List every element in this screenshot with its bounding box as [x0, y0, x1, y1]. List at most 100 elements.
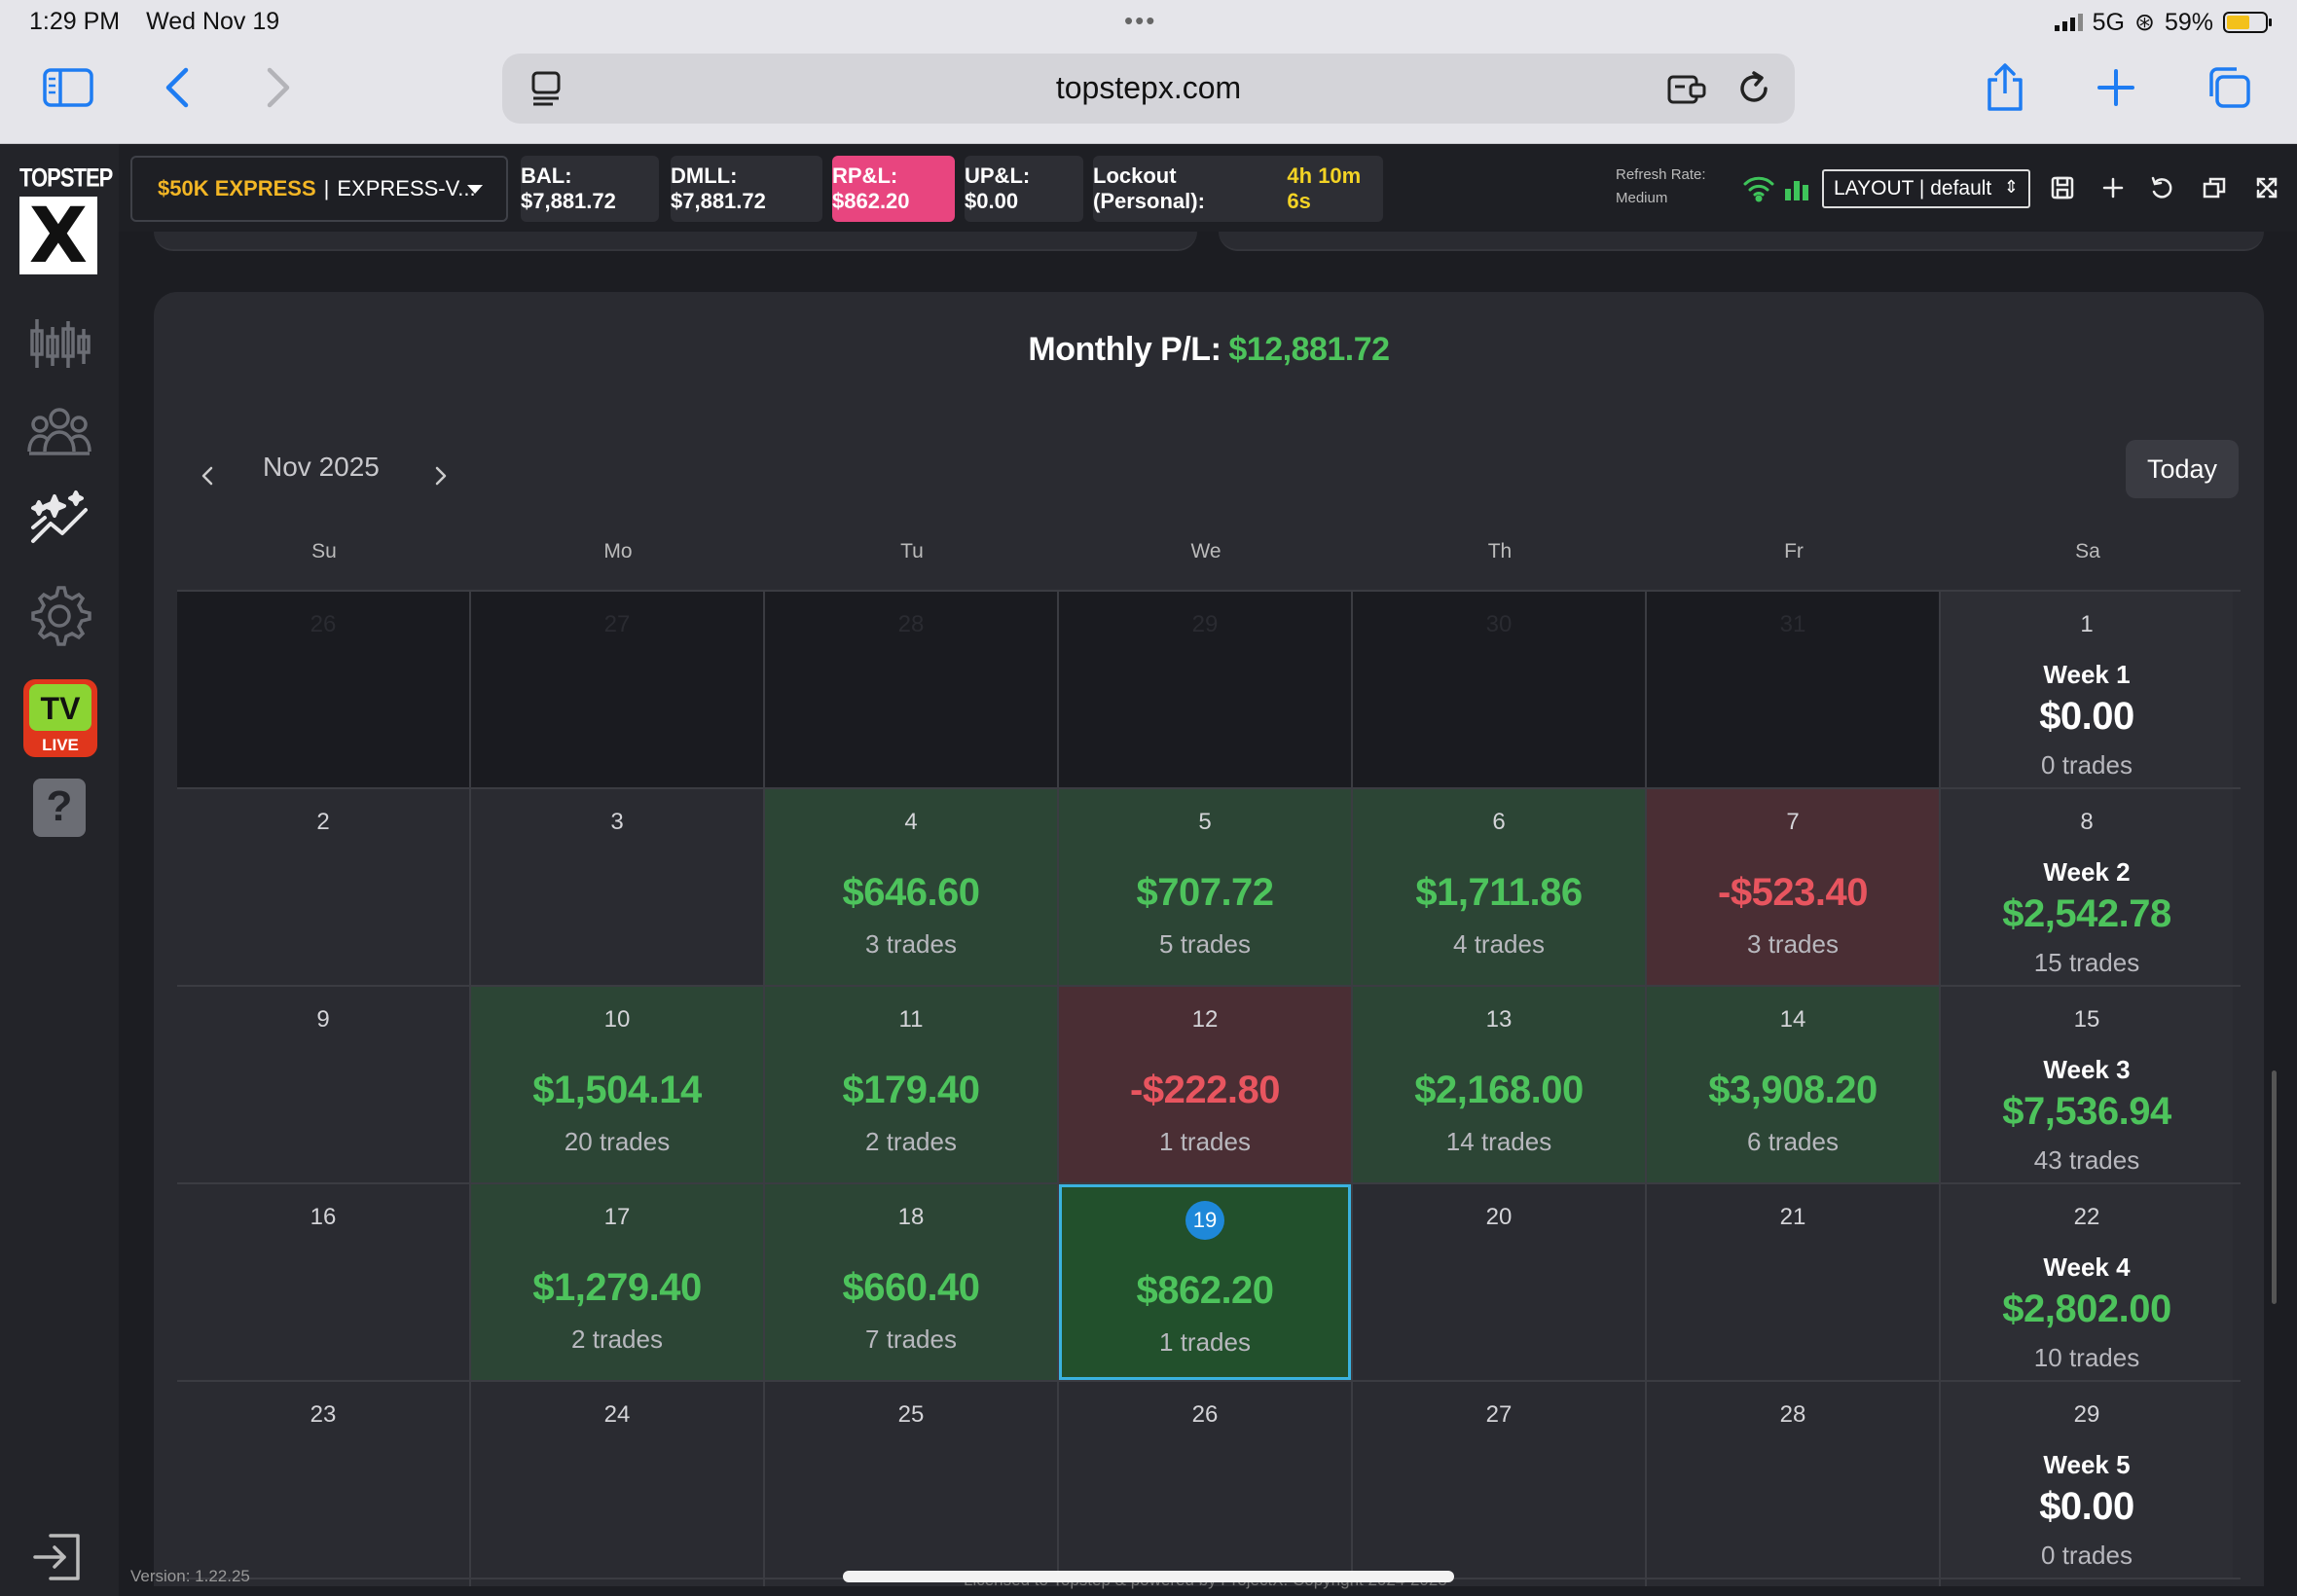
day-cell[interactable]: 26 — [177, 592, 469, 787]
day-cell[interactable]: 27 — [1353, 1382, 1645, 1578]
battery-percent: 59% — [2164, 8, 2213, 36]
latency-bars-icon — [1783, 173, 1812, 202]
day-cell[interactable]: 20 — [1353, 1184, 1645, 1380]
week-summary-cell[interactable]: 15 Week 3 $7,536.94 43 trades — [1941, 987, 2233, 1182]
day-cell[interactable]: 9 — [177, 987, 469, 1182]
day-cell[interactable]: 30 — [1353, 592, 1645, 787]
week-label: Week 1 — [2043, 660, 2131, 689]
day-cell-today[interactable]: 19 $862.20 1 trades — [1059, 1184, 1351, 1380]
account-selector[interactable]: $50K EXPRESS | EXPRESS-V... — [130, 156, 508, 222]
day-cell[interactable]: 2 — [177, 789, 469, 985]
extension-icon[interactable] — [1666, 69, 1706, 108]
trade-count: 3 trades — [865, 929, 957, 959]
topstep-logo[interactable]: TOPSTEP X — [19, 163, 113, 280]
day-number: 5 — [1198, 809, 1212, 835]
layout-selector[interactable]: LAYOUT | default ⇕ — [1822, 169, 2030, 208]
help-icon[interactable]: ? — [33, 779, 86, 837]
account-id: EXPRESS-V... — [337, 176, 476, 200]
battery-icon — [2223, 12, 2272, 33]
tabs-overview-icon[interactable] — [2202, 60, 2256, 115]
day-pnl: $1,711.86 — [1415, 871, 1583, 914]
app-version: Version: 1.22.25 — [130, 1567, 250, 1585]
trade-count: 4 trades — [1453, 929, 1545, 959]
week-trade-count: 15 trades — [2033, 948, 2140, 977]
new-tab-icon[interactable] — [2089, 60, 2143, 115]
reset-icon[interactable] — [2147, 173, 2176, 202]
day-cell[interactable]: 25 — [765, 1382, 1057, 1578]
day-cell[interactable]: 5 $707.72 5 trades — [1059, 789, 1351, 985]
next-month-icon[interactable] — [424, 459, 457, 492]
reload-icon[interactable] — [1734, 69, 1773, 108]
community-icon[interactable] — [25, 397, 93, 465]
week-summary-cell[interactable]: 8 Week 2 $2,542.78 15 trades — [1941, 789, 2233, 985]
scrollbar[interactable] — [2272, 1070, 2277, 1304]
day-number: 30 — [1485, 611, 1513, 637]
day-number: 27 — [603, 611, 631, 637]
day-cell[interactable]: 26 — [1059, 1382, 1351, 1578]
weekday-label: Fr — [1784, 540, 1804, 562]
tv-live-button[interactable]: TV LIVE — [23, 679, 97, 757]
status-date: Wed Nov 19 — [146, 8, 280, 35]
restore-window-icon[interactable] — [2200, 173, 2229, 202]
day-cell[interactable]: 11 $179.40 2 trades — [765, 987, 1057, 1182]
chart-candles-icon[interactable] — [25, 309, 93, 378]
week-summary-cell[interactable]: 29 Week 5 $0.00 0 trades — [1941, 1382, 2233, 1578]
day-number: 28 — [897, 611, 925, 637]
day-pnl: $1,504.14 — [532, 1069, 702, 1111]
day-number: 8 — [2080, 809, 2094, 835]
share-icon[interactable] — [1978, 60, 2032, 115]
analytics-sparkle-icon[interactable] — [25, 487, 93, 555]
address-bar[interactable]: topstepx.com — [502, 54, 1795, 124]
settings-gear-icon[interactable] — [25, 582, 93, 650]
multitask-dots-icon[interactable]: ••• — [1124, 6, 1157, 35]
back-icon[interactable] — [150, 60, 204, 115]
today-button[interactable]: Today — [2126, 440, 2239, 498]
add-icon[interactable] — [2098, 173, 2128, 202]
day-cell[interactable]: 3 — [471, 789, 763, 985]
day-number: 26 — [1191, 1401, 1219, 1428]
app-sidebar: TOPSTEP X TV LIVE — [0, 144, 119, 1596]
trade-count: 6 trades — [1747, 1127, 1839, 1156]
day-cell[interactable]: 13 $2,168.00 14 trades — [1353, 987, 1645, 1182]
logout-icon[interactable] — [29, 1528, 88, 1586]
day-cell[interactable]: 14 $3,908.20 6 trades — [1647, 987, 1939, 1182]
day-cell[interactable]: 16 — [177, 1184, 469, 1380]
trade-count: 2 trades — [571, 1324, 663, 1354]
week-summary-cell[interactable]: 1 Week 1 $0.00 0 trades — [1941, 592, 2233, 787]
week-pnl: $2,542.78 — [2002, 892, 2171, 935]
grid-divider — [763, 592, 765, 1586]
day-cell[interactable]: 7 -$523.40 3 trades — [1647, 789, 1939, 985]
day-number: 15 — [2073, 1006, 2100, 1033]
week-label: Week 3 — [2043, 1055, 2131, 1084]
day-cell[interactable]: 29 — [1059, 592, 1351, 787]
day-cell[interactable]: 6 $1,711.86 4 trades — [1353, 789, 1645, 985]
day-cell[interactable]: 24 — [471, 1382, 763, 1578]
day-cell[interactable]: 28 — [765, 592, 1057, 787]
day-cell[interactable]: 28 — [1647, 1382, 1939, 1578]
upper-panel-edge — [154, 232, 1197, 251]
grid-divider — [1645, 592, 1647, 1586]
day-number: 2 — [316, 809, 330, 835]
day-cell[interactable]: 10 $1,504.14 20 trades — [471, 987, 763, 1182]
day-cell[interactable]: 12 -$222.80 1 trades — [1059, 987, 1351, 1182]
day-pnl: $3,908.20 — [1708, 1069, 1878, 1111]
day-pnl: $1,279.40 — [532, 1266, 702, 1309]
day-cell[interactable]: 17 $1,279.40 2 trades — [471, 1184, 763, 1380]
forward-icon[interactable] — [251, 60, 306, 115]
day-cell[interactable]: 27 — [471, 592, 763, 787]
dmll-badge: DMLL: $7,881.72 — [671, 156, 822, 222]
home-indicator[interactable] — [843, 1571, 1454, 1582]
day-cell[interactable]: 4 $646.60 3 trades — [765, 789, 1057, 985]
sidebar-toggle-icon[interactable] — [41, 60, 95, 115]
previous-month-icon[interactable] — [191, 459, 224, 492]
week-summary-cell[interactable]: 22 Week 4 $2,802.00 10 trades — [1941, 1184, 2233, 1380]
day-cell[interactable]: 18 $660.40 7 trades — [765, 1184, 1057, 1380]
page-menu-icon[interactable] — [528, 69, 566, 108]
save-icon[interactable] — [2048, 173, 2077, 202]
day-number: 29 — [2073, 1401, 2100, 1428]
day-cell[interactable]: 23 — [177, 1382, 469, 1578]
day-pnl: -$523.40 — [1718, 871, 1868, 914]
day-cell[interactable]: 31 — [1647, 592, 1939, 787]
fullscreen-icon[interactable] — [2252, 173, 2281, 202]
day-cell[interactable]: 21 — [1647, 1184, 1939, 1380]
